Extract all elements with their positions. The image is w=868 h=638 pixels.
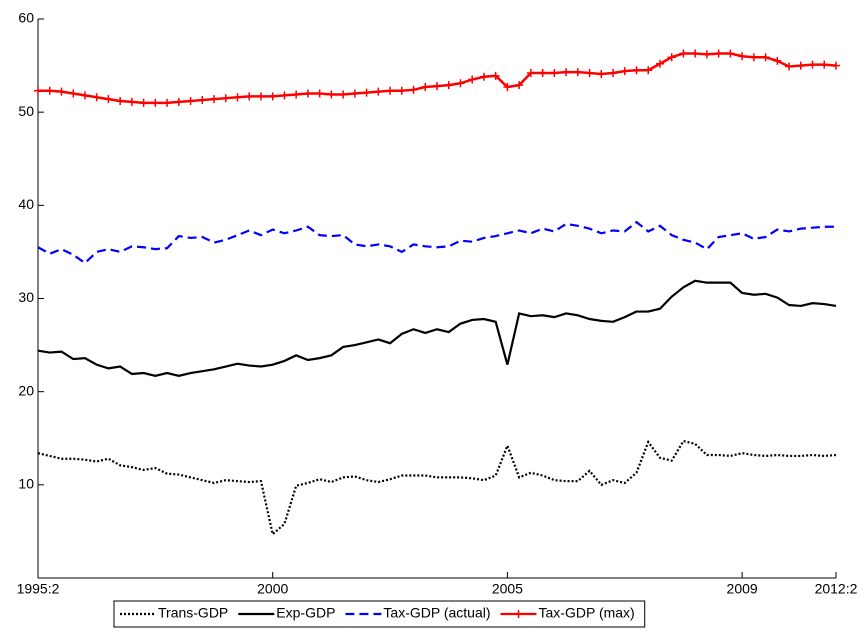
marker xyxy=(655,59,664,68)
marker xyxy=(327,90,336,99)
marker xyxy=(702,50,711,59)
marker xyxy=(256,92,265,101)
legend-label: Tax-GDP (max) xyxy=(539,605,635,621)
marker xyxy=(667,53,676,62)
marker xyxy=(339,90,348,99)
marker xyxy=(92,93,101,102)
marker xyxy=(749,53,758,62)
legend-label: Trans-GDP xyxy=(158,605,228,621)
marker xyxy=(127,97,136,106)
marker xyxy=(526,69,535,78)
marker xyxy=(163,98,172,107)
marker xyxy=(632,66,641,75)
marker xyxy=(620,67,629,76)
marker xyxy=(292,90,301,99)
marker xyxy=(386,86,395,95)
marker xyxy=(374,87,383,96)
y-tick-label: 20 xyxy=(18,382,34,398)
y-tick-label: 60 xyxy=(18,10,34,26)
marker xyxy=(198,96,207,105)
legend-marker xyxy=(514,610,523,618)
marker xyxy=(491,71,500,80)
marker xyxy=(562,68,571,77)
marker xyxy=(515,81,524,90)
marker xyxy=(573,68,582,77)
marker xyxy=(45,86,54,95)
marker xyxy=(104,95,113,104)
x-tick-label: 2005 xyxy=(492,581,523,597)
marker xyxy=(409,85,418,94)
marker xyxy=(362,88,371,97)
x-tick-label: 1995:2 xyxy=(17,581,60,597)
marker xyxy=(151,98,160,107)
marker xyxy=(174,97,183,106)
series-line xyxy=(37,220,836,265)
y-tick-label: 50 xyxy=(18,103,34,119)
marker xyxy=(808,60,817,69)
marker xyxy=(69,89,78,98)
marker xyxy=(820,60,829,69)
marker xyxy=(609,69,618,78)
marker xyxy=(456,79,465,88)
marker xyxy=(186,96,195,105)
marker xyxy=(538,69,547,78)
marker xyxy=(714,49,723,58)
marker xyxy=(233,93,242,102)
marker xyxy=(397,86,406,95)
marker xyxy=(468,75,477,84)
marker xyxy=(350,89,359,98)
marker xyxy=(832,61,840,70)
marker xyxy=(444,81,453,90)
legend: Trans-GDP Exp-GDP Tax-GDP (actual) Tax-GDP … xyxy=(113,600,646,628)
marker xyxy=(303,89,312,98)
marker xyxy=(679,49,688,58)
marker xyxy=(796,61,805,70)
marker xyxy=(421,83,430,92)
marker xyxy=(139,98,148,107)
marker xyxy=(550,69,559,78)
x-tick-label: 2000 xyxy=(257,581,288,597)
y-tick-label: 30 xyxy=(18,289,34,305)
marker xyxy=(597,69,606,78)
marker xyxy=(268,92,277,101)
marker xyxy=(479,72,488,81)
marker xyxy=(80,91,89,100)
marker xyxy=(57,87,66,96)
x-tick-label: 2012:2 xyxy=(815,581,858,597)
legend-label: Exp-GDP xyxy=(276,605,335,621)
series-line xyxy=(38,52,837,105)
marker xyxy=(503,83,512,92)
marker xyxy=(245,92,254,101)
series-line xyxy=(37,279,837,377)
marker xyxy=(691,49,700,58)
x-tick-label: 2009 xyxy=(727,581,758,597)
marker xyxy=(210,95,219,104)
series-line xyxy=(37,439,837,537)
marker xyxy=(34,86,42,95)
marker xyxy=(785,62,794,71)
legend-box xyxy=(113,600,646,628)
marker xyxy=(116,96,125,105)
marker xyxy=(726,49,735,58)
marker xyxy=(738,52,747,61)
marker xyxy=(761,53,770,62)
marker xyxy=(585,69,594,78)
y-tick-label: 40 xyxy=(18,196,34,212)
legend-label: Tax-GDP (actual) xyxy=(383,605,490,621)
marker xyxy=(644,66,653,75)
marker xyxy=(315,89,324,98)
marker xyxy=(280,91,289,100)
y-tick-label: 10 xyxy=(18,476,34,492)
marker xyxy=(773,56,782,65)
marker xyxy=(433,82,441,91)
marker xyxy=(221,94,230,103)
